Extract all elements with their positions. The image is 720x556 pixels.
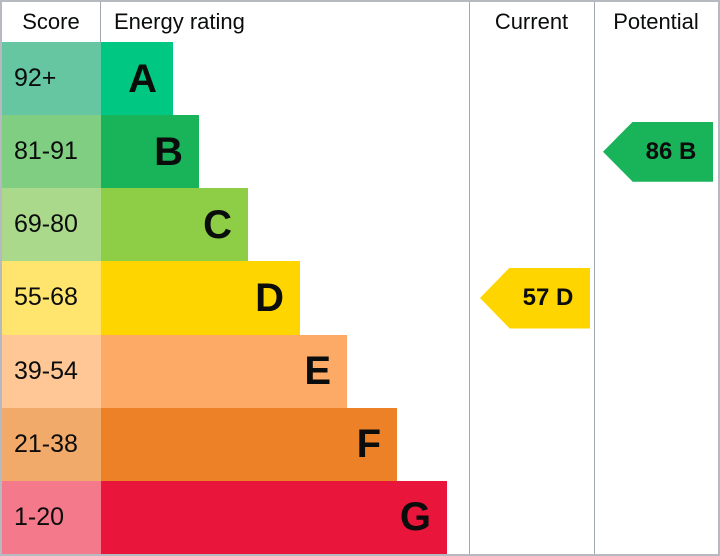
band-score-cell: 21-38 <box>2 407 101 481</box>
band-bar: D <box>101 261 300 335</box>
band-letter: G <box>399 495 431 540</box>
current-rating-arrow: 57 D <box>480 267 590 329</box>
energy-rating-column-header: Energy rating <box>114 9 245 34</box>
band-bar: A <box>101 42 173 116</box>
potential-rating-label: 86 B <box>645 137 697 165</box>
band-row: 39-54 E <box>2 334 469 408</box>
score-column-header: Score <box>2 2 101 42</box>
band-letter: C <box>203 202 232 247</box>
band-letter: F <box>356 422 381 467</box>
band-score-label: 69-80 <box>14 210 78 239</box>
band-score-cell: 81-91 <box>2 115 101 189</box>
band-row: 69-80 C <box>2 188 469 262</box>
potential-column-divider <box>594 2 595 554</box>
band-bar: B <box>101 115 199 189</box>
potential-rating-arrow: 86 B <box>603 121 713 182</box>
current-column-divider <box>469 2 470 554</box>
band-score-cell: 1-20 <box>2 480 101 554</box>
band-letter: A <box>128 56 157 101</box>
band-score-label: 1-20 <box>14 502 65 531</box>
band-row: 1-20 G <box>2 480 469 554</box>
band-score-label: 81-91 <box>14 137 78 166</box>
band-row: 55-68 D <box>2 261 469 335</box>
band-score-label: 55-68 <box>14 283 78 312</box>
band-score-cell: 92+ <box>2 42 101 116</box>
band-bar: F <box>101 407 397 481</box>
band-bar: C <box>101 188 248 262</box>
band-letter: B <box>154 129 183 174</box>
band-score-cell: 69-80 <box>2 188 101 262</box>
band-bar: E <box>101 334 347 408</box>
potential-column-header: Potential <box>613 9 699 34</box>
current-rating-label: 57 D <box>522 284 574 311</box>
band-row: 92+ A <box>2 42 469 116</box>
rating-bands: 92+ A 81-91 B 69-80 C 55-68 <box>2 42 469 554</box>
band-letter: E <box>304 349 331 394</box>
band-score-cell: 39-54 <box>2 334 101 408</box>
band-score-cell: 55-68 <box>2 261 101 335</box>
band-score-label: 21-38 <box>14 429 78 458</box>
band-bar: G <box>101 480 447 554</box>
band-row: 81-91 B <box>2 115 469 189</box>
band-row: 21-38 F <box>2 407 469 481</box>
current-column-header: Current <box>494 9 569 34</box>
band-letter: D <box>255 275 284 320</box>
band-score-label: 92+ <box>14 64 57 93</box>
band-score-label: 39-54 <box>14 356 78 385</box>
